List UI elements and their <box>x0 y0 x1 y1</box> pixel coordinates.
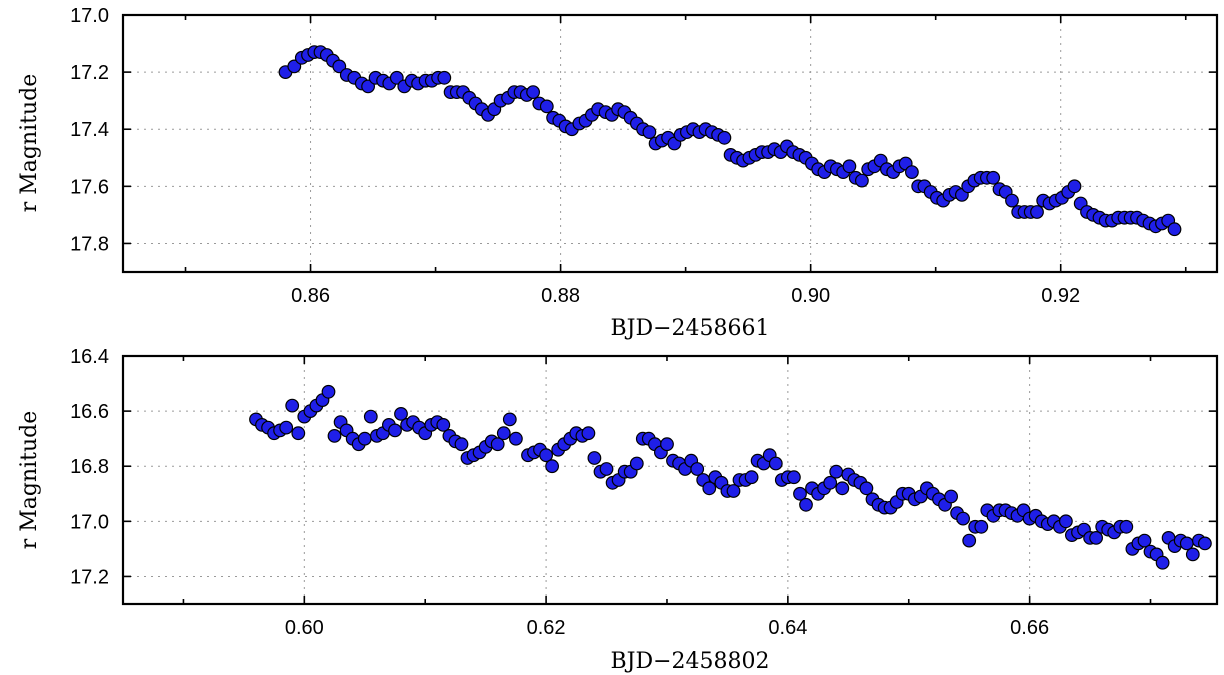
data-point <box>787 470 801 485</box>
x-axis-label: BJD−2458802 <box>610 649 769 674</box>
y-tick-label: 17.0 <box>70 5 109 27</box>
data-point <box>363 409 378 424</box>
data-point <box>437 70 452 85</box>
data-point <box>793 486 807 501</box>
y-tick-label: 17.8 <box>70 233 109 255</box>
y-axis-label: r Magnitude <box>17 411 42 550</box>
x-tick-label: 0.88 <box>541 285 580 307</box>
data-point <box>956 511 970 526</box>
y-tick-label: 17.4 <box>70 119 109 141</box>
data-point <box>726 484 741 498</box>
y-tick-label: 16.8 <box>70 456 109 478</box>
data-point <box>629 456 644 471</box>
data-point <box>1155 555 1170 570</box>
data-point <box>660 437 674 452</box>
data-point <box>361 79 376 94</box>
data-point <box>539 448 553 463</box>
panel-top: 0.86 0.88 0.90 0.92 17.0 17.2 17.4 17.6 17.8 BJD−… <box>17 5 1219 341</box>
data-point <box>526 85 540 99</box>
x-tick-label: 0.90 <box>791 285 830 307</box>
plot-frame <box>121 13 1219 274</box>
data-point <box>855 173 869 188</box>
data-point <box>905 165 919 180</box>
panel-bottom: 0.60 0.62 0.64 0.66 16.4 16.6 16.8 17.0 17.2 BJD−… <box>17 346 1219 674</box>
x-tick-label: 0.64 <box>768 617 807 639</box>
data-point <box>1197 536 1212 551</box>
data-point <box>539 99 554 114</box>
data-point <box>496 426 511 441</box>
data-point <box>842 159 857 174</box>
data-point <box>744 470 759 485</box>
data-point <box>702 481 717 496</box>
data-point <box>581 426 596 441</box>
x-tick-label: 0.62 <box>527 617 566 639</box>
data-point <box>388 423 402 438</box>
y-tick-label: 16.4 <box>70 346 109 368</box>
data-point <box>1089 531 1103 545</box>
data-point <box>389 70 404 85</box>
data-point <box>332 59 347 74</box>
data-point <box>291 426 306 441</box>
data-point <box>321 384 336 399</box>
data-point <box>1185 547 1200 562</box>
data-point <box>1119 519 1134 534</box>
data-point <box>279 420 294 435</box>
data-point <box>1167 222 1182 237</box>
data-point <box>944 489 958 504</box>
data-point <box>1005 193 1019 208</box>
plot-frame <box>121 354 1219 606</box>
y-tick-label: 17.0 <box>70 511 109 533</box>
data-point <box>545 459 559 474</box>
data-point <box>823 475 838 490</box>
data-point <box>587 451 602 465</box>
data-point <box>986 170 1001 185</box>
data-point <box>829 464 844 479</box>
y-tick-label: 16.6 <box>70 401 109 423</box>
y-tick-label: 17.2 <box>70 62 109 84</box>
data-point <box>1030 205 1044 219</box>
data-point <box>1058 514 1073 529</box>
data-point <box>436 418 451 432</box>
x-tick-label: 0.92 <box>1041 285 1080 307</box>
y-axis-label: r Magnitude <box>17 74 42 213</box>
data-point <box>490 437 505 452</box>
data-point <box>394 407 408 421</box>
data-point <box>962 533 977 548</box>
data-point <box>859 481 874 496</box>
data-point <box>690 462 705 476</box>
x-tick-label: 0.60 <box>285 617 324 639</box>
x-axis-label: BJD−2458661 <box>610 316 769 341</box>
y-tick-label: 17.6 <box>70 176 109 198</box>
data-point <box>285 398 300 413</box>
data-point <box>454 437 469 452</box>
data-point <box>768 456 783 471</box>
data-point <box>835 481 850 496</box>
data-point <box>502 412 517 427</box>
data-point <box>1067 179 1082 194</box>
data-point <box>1137 533 1152 548</box>
data-point <box>357 431 372 446</box>
data-point <box>799 497 813 512</box>
data-point <box>642 125 657 140</box>
y-tick-label: 17.2 <box>70 566 109 588</box>
data-point <box>599 462 614 476</box>
x-tick-label: 0.86 <box>291 285 330 307</box>
data-point <box>717 130 732 145</box>
data-point <box>287 59 302 74</box>
data-point <box>327 429 342 443</box>
data-point <box>509 431 523 446</box>
data-point <box>974 519 989 534</box>
x-tick-label: 0.66 <box>1010 617 1049 639</box>
